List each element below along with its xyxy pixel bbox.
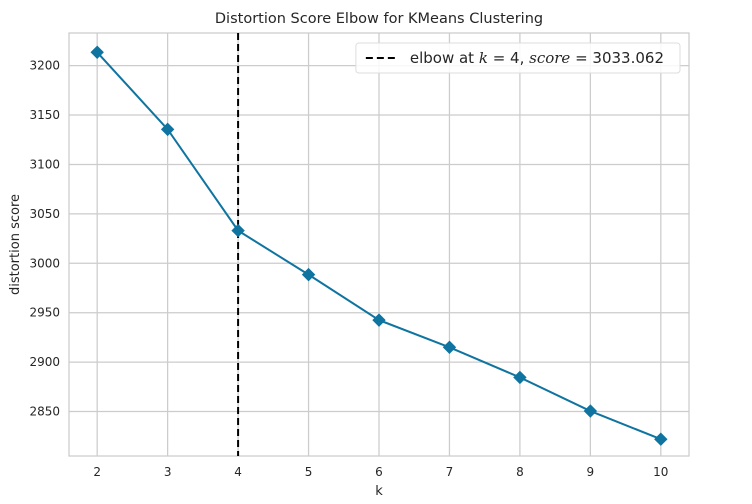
chart-title: Distortion Score Elbow for KMeans Cluste… <box>215 11 543 27</box>
data-point-marker <box>513 370 527 385</box>
legend-elbow-label: elbow at k = 4, score = 3033.062 <box>410 49 664 67</box>
y-tick-label: 3050 <box>29 207 60 221</box>
y-tick-label: 3000 <box>29 256 60 270</box>
x-tick-label: 2 <box>93 465 101 479</box>
legend-k-value: = 4, <box>488 49 529 67</box>
legend-k-symbol: k <box>479 49 488 67</box>
y-tick-label: 3150 <box>29 108 60 122</box>
y-tick-label: 3200 <box>29 59 60 73</box>
x-tick-label: 7 <box>446 465 454 479</box>
data-point-marker <box>231 223 245 238</box>
data-point-marker <box>372 313 386 327</box>
data-point-marker <box>90 45 104 59</box>
x-tick-label: 8 <box>516 465 524 479</box>
plot-frame <box>68 32 690 457</box>
x-axis-label: k <box>375 484 383 499</box>
x-tick-label: 3 <box>164 465 172 479</box>
x-tick-label: 6 <box>375 465 383 479</box>
x-tick-label: 9 <box>587 465 595 479</box>
data-point-marker <box>160 122 175 137</box>
data-point-marker <box>301 267 316 282</box>
y-tick-labels: 2850 2900 2950 3000 3050 3100 3150 3200 <box>29 59 60 419</box>
data-point-marker <box>583 404 598 418</box>
legend-box <box>355 42 681 74</box>
legend-score-value: = 3033.062 <box>570 49 664 67</box>
y-axis-label: distortion score <box>8 194 23 295</box>
x-tick-labels: 2 3 4 5 6 7 8 9 10 <box>93 465 668 479</box>
y-tick-label: 2850 <box>29 405 60 419</box>
y-tick-label: 2950 <box>29 306 60 320</box>
x-tick-label: 10 <box>653 465 668 479</box>
data-point-marker <box>442 340 457 354</box>
y-tick-label: 2900 <box>29 355 60 369</box>
y-tick-label: 3100 <box>29 157 60 171</box>
x-tick-label: 5 <box>305 465 313 479</box>
x-tick-label: 4 <box>234 465 242 479</box>
legend-score-symbol: score <box>529 49 570 67</box>
legend: elbow at k = 4, score = 3033.062 <box>355 42 681 74</box>
data-point-marker <box>654 432 668 446</box>
legend-prefix: elbow at <box>410 49 479 67</box>
data-markers <box>90 45 668 446</box>
